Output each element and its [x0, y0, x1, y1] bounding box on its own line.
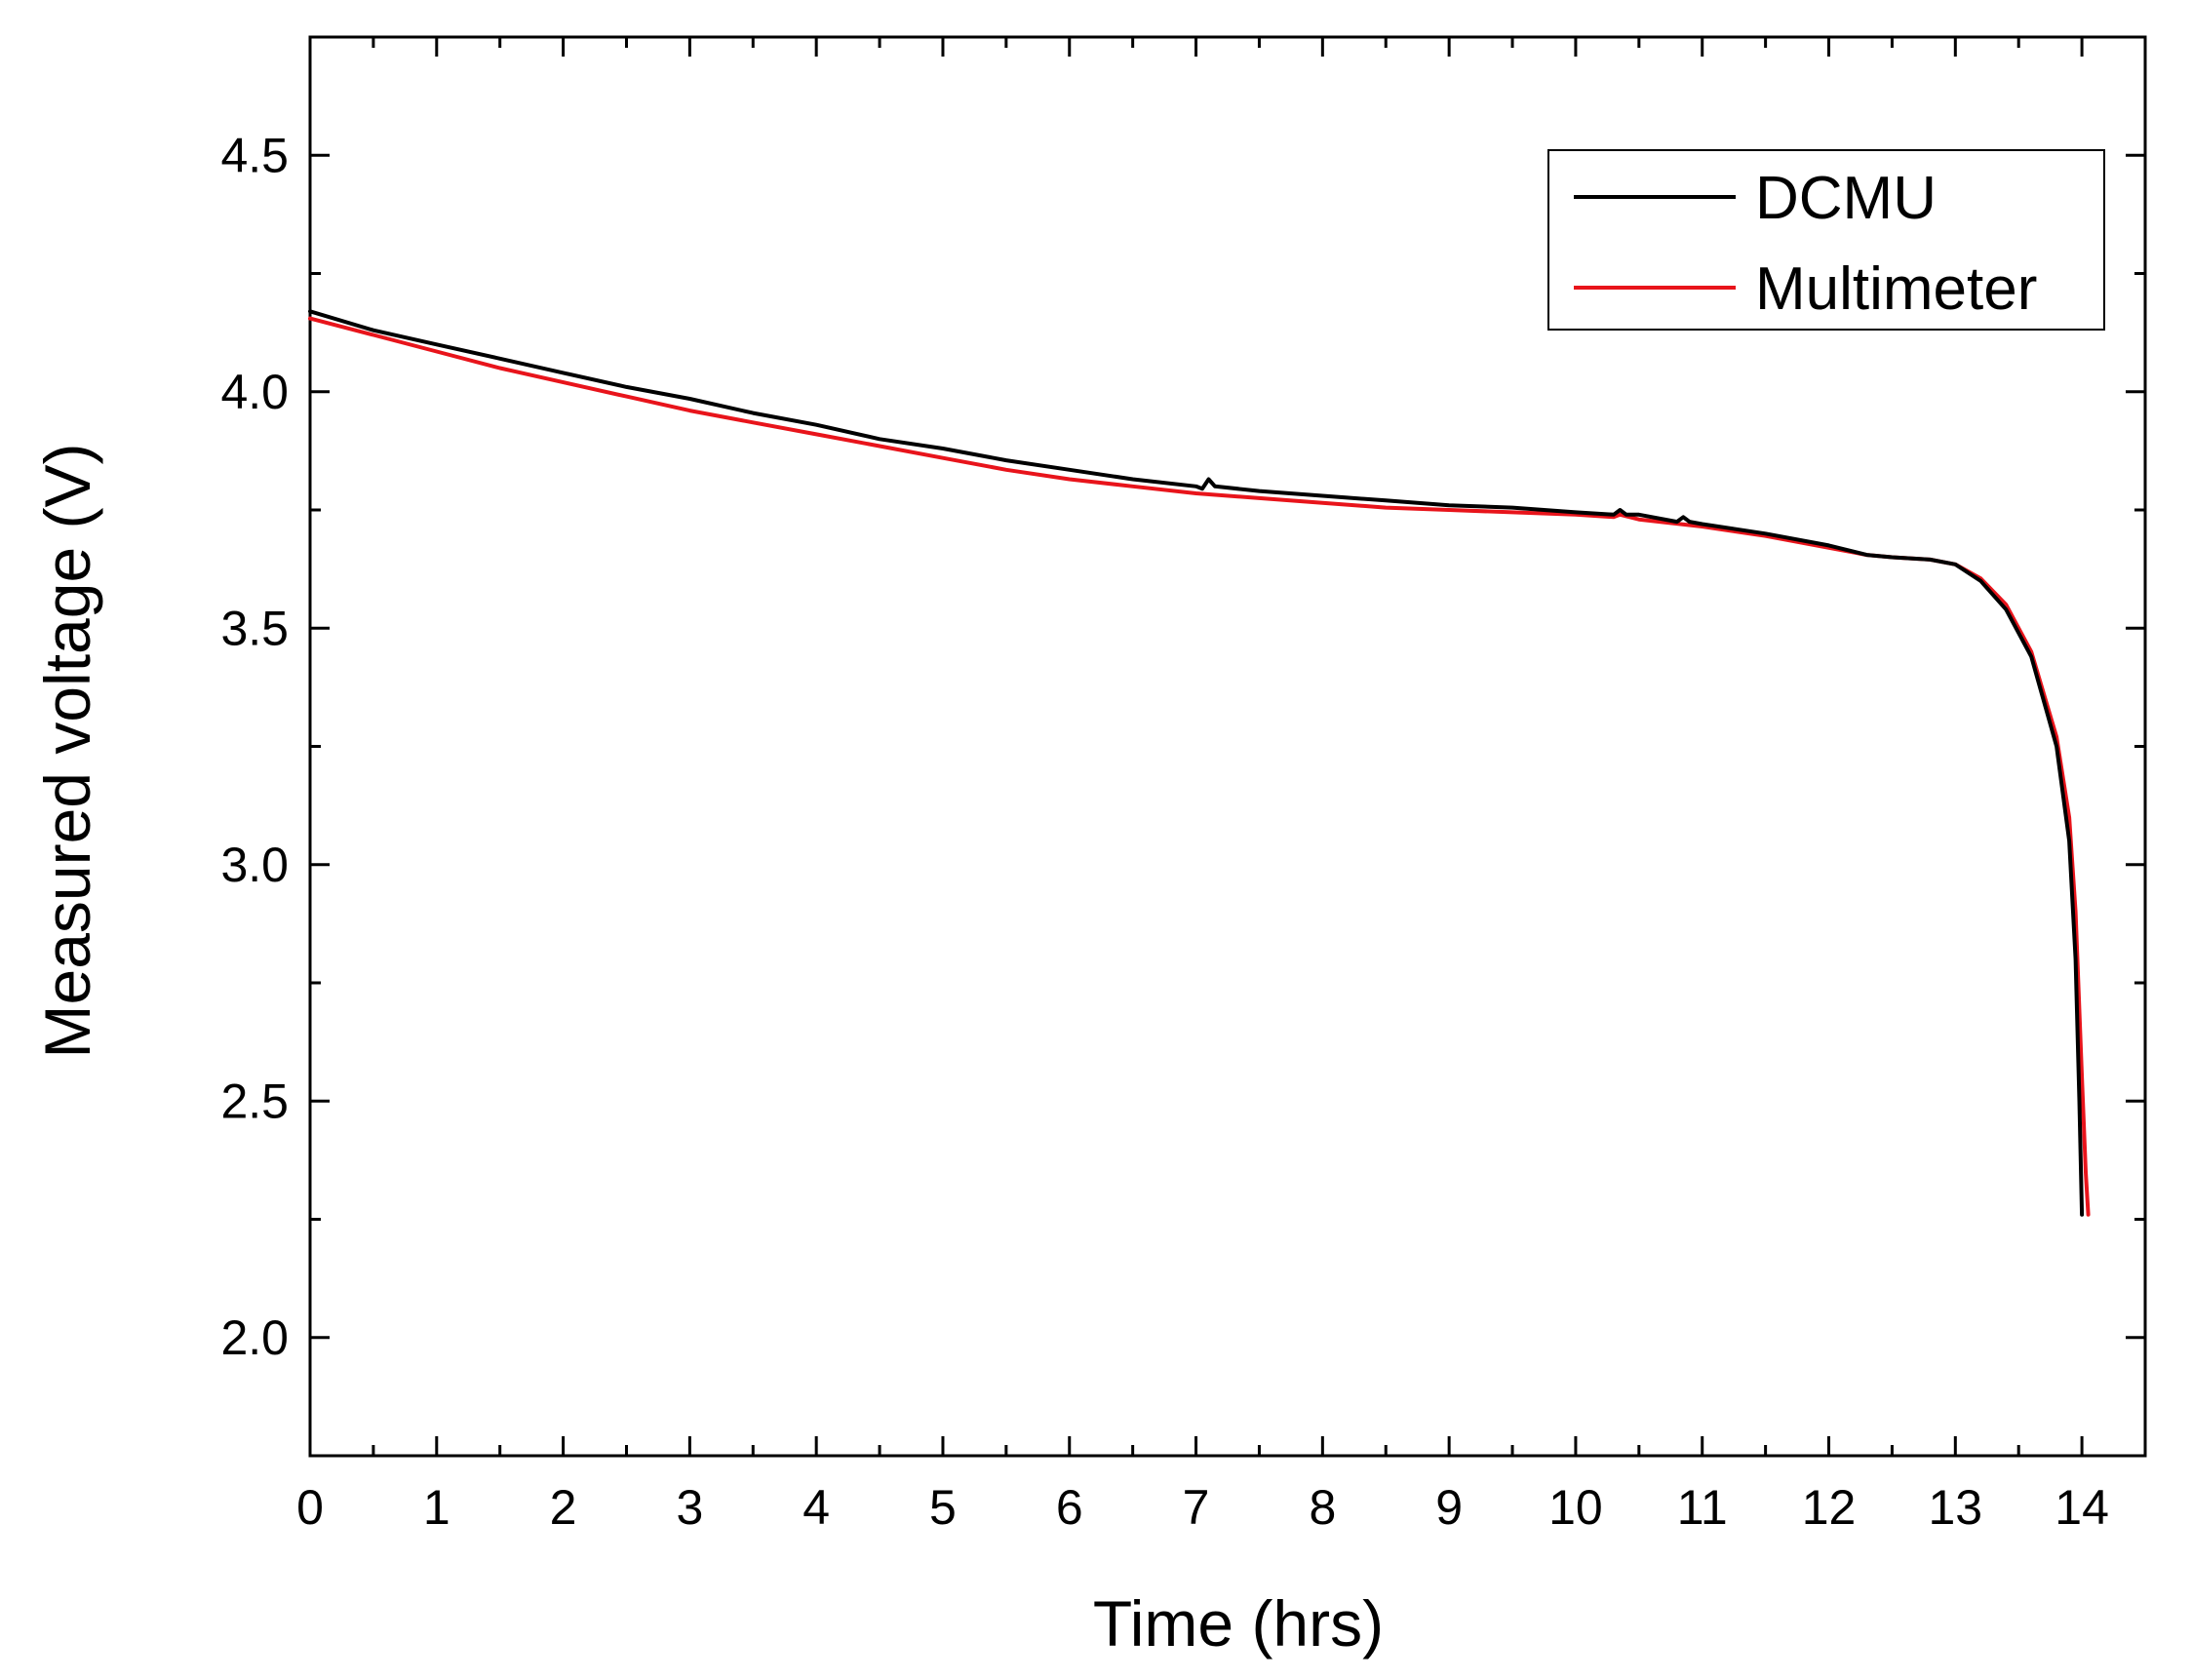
x-tick-label: 7 — [1183, 1480, 1210, 1535]
x-tick-label: 6 — [1056, 1480, 1083, 1535]
y-tick-label: 3.0 — [220, 838, 289, 892]
x-tick-label: 0 — [296, 1480, 324, 1535]
x-tick-label: 13 — [1928, 1480, 1982, 1535]
legend-label-multimeter: Multimeter — [1755, 255, 2037, 323]
x-tick-label: 14 — [2055, 1480, 2109, 1535]
series-lines — [308, 309, 2091, 1217]
x-tick-label: 1 — [423, 1480, 450, 1535]
x-axis-title: Time (hrs) — [1093, 1587, 1384, 1660]
x-tick-label: 4 — [802, 1480, 830, 1535]
legend: DCMU Multimeter — [1547, 149, 2105, 331]
legend-label-dcmu: DCMU — [1755, 165, 1937, 232]
y-tick-label: 4.0 — [220, 365, 289, 419]
series-line-multimeter — [308, 316, 2091, 1217]
series-line-dcmu — [308, 309, 2085, 1217]
y-tick-label: 2.0 — [220, 1310, 289, 1365]
y-tick-label: 2.5 — [220, 1074, 289, 1128]
x-tick-label: 5 — [929, 1480, 957, 1535]
axis-ticks: 0 1 2 3 4 5 6 7 8 9 10 11 12 13 142.02.53.03.54.04.5 — [220, 35, 2145, 1535]
y-tick-label: 3.5 — [220, 601, 289, 655]
legend-box — [1547, 149, 2105, 331]
y-axis-title: Measured voltage (V) — [31, 444, 103, 1059]
x-tick-label: 12 — [1802, 1480, 1857, 1535]
y-tick-label: 4.5 — [220, 128, 289, 182]
x-tick-label: 3 — [676, 1480, 703, 1535]
x-tick-label: 9 — [1435, 1480, 1463, 1535]
x-tick-label: 2 — [550, 1480, 577, 1535]
x-tick-label: 11 — [1677, 1480, 1728, 1535]
x-tick-label: 8 — [1309, 1480, 1336, 1535]
x-tick-label: 10 — [1548, 1480, 1603, 1535]
